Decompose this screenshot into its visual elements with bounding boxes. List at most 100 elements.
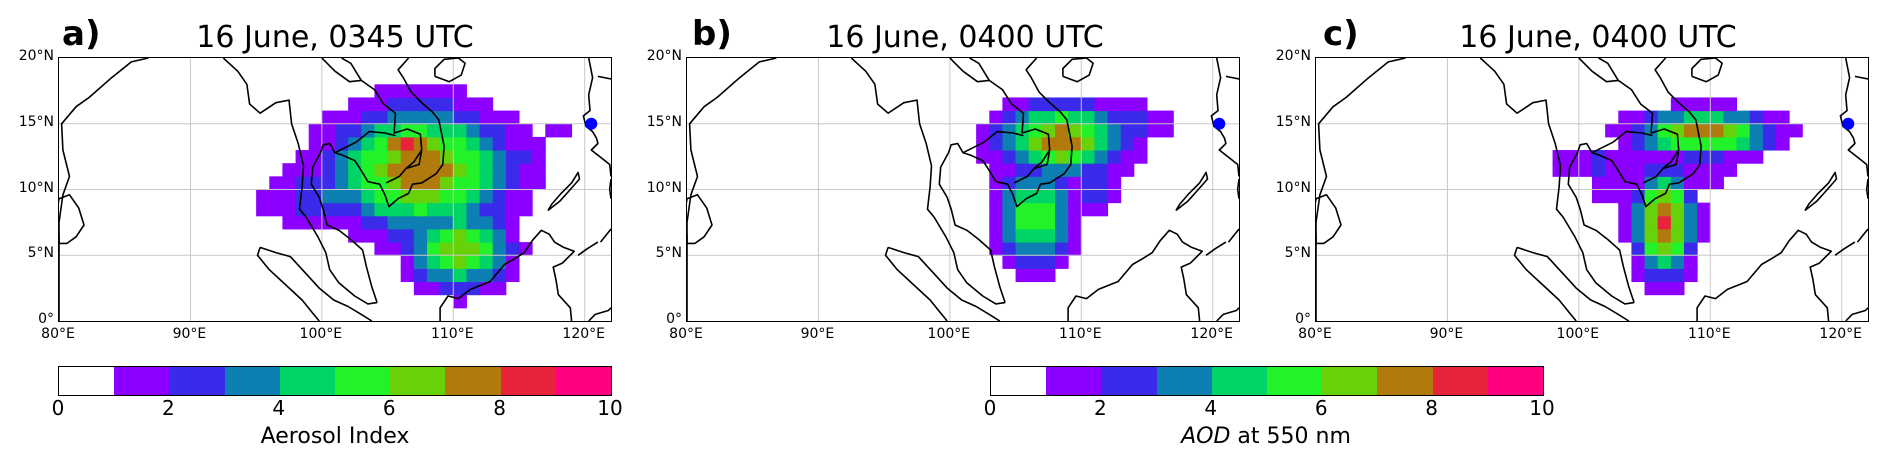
- aerosol-cell: [1657, 150, 1672, 164]
- coastline: [1316, 194, 1342, 245]
- aerosol-cell: [1068, 228, 1082, 243]
- aerosol-cell: [466, 110, 481, 125]
- aerosol-cell: [348, 189, 362, 204]
- lon-tick-label: 100°E: [299, 326, 343, 342]
- coastline: [1225, 75, 1239, 80]
- aerosol-cell: [1631, 242, 1646, 256]
- aerosol-cell: [1710, 163, 1724, 177]
- aerosol-cell: [1041, 163, 1056, 177]
- aerosol-cell: [1133, 110, 1148, 125]
- aerosol-cell: [505, 176, 520, 190]
- aerosol-cell: [1670, 110, 1685, 125]
- aerosol-cell: [1055, 176, 1069, 190]
- aerosol-cell: [1015, 110, 1030, 125]
- aerosol-cell: [1565, 163, 1580, 177]
- aerosol-cell: [1697, 123, 1711, 138]
- aerosol-cell: [413, 215, 428, 230]
- aerosol-cell: [519, 176, 533, 190]
- aerosol-cell: [1644, 268, 1659, 283]
- colorbar-tick-label: 0: [983, 396, 997, 420]
- aerosol-cell: [466, 123, 481, 138]
- aerosol-cell: [532, 163, 546, 177]
- aerosol-cell: [1002, 163, 1017, 177]
- aerosol-cell: [295, 189, 310, 204]
- coastline: [1175, 171, 1209, 212]
- aerosol-cell: [282, 176, 297, 190]
- aerosol-cell: [295, 163, 310, 177]
- aerosol-cell: [282, 163, 297, 177]
- aerosol-cell: [453, 202, 467, 217]
- aerosol-cell: [308, 150, 323, 164]
- aerosol-cell: [440, 202, 454, 217]
- aerosol-cell: [1120, 136, 1135, 151]
- aerosol-cell: [1644, 202, 1659, 217]
- colorbar-tick-label: 2: [162, 396, 175, 420]
- colorbar-label: AOD at 550 nm: [1116, 424, 1416, 449]
- aerosol-cell: [1605, 123, 1619, 138]
- aerosol-cell: [492, 255, 507, 269]
- aerosol-cell: [1631, 163, 1646, 177]
- aerosol-cell: [1094, 150, 1109, 164]
- aerosol-cell: [989, 215, 1003, 230]
- aerosol-cell: [989, 228, 1003, 243]
- colorbar-label-italic: AOD: [1181, 424, 1231, 449]
- coastline: [1227, 228, 1239, 243]
- aerosol-cell: [1081, 123, 1095, 138]
- coastline: [949, 58, 1051, 184]
- aerosol-cell: [1710, 123, 1724, 138]
- aerosol-cell: [1670, 97, 1685, 112]
- colorbar-swatch: [279, 367, 336, 395]
- aerosol-cell: [492, 268, 507, 283]
- aerosol-cell: [387, 150, 402, 164]
- coastline: [1236, 178, 1239, 199]
- aerosol-cell: [1684, 110, 1698, 125]
- aerosol-cell: [440, 110, 454, 125]
- lat-tick-label: 5°N: [655, 245, 682, 262]
- aerosol-cell: [1055, 202, 1069, 217]
- lon-tick-label: 120°E: [1819, 326, 1862, 342]
- aerosol-cell: [1697, 228, 1711, 243]
- aerosol-cell: [1094, 136, 1109, 151]
- aerosol-cell: [1618, 215, 1632, 230]
- colorbar-swatch: [59, 367, 115, 395]
- aerosol-cell: [1578, 150, 1593, 164]
- aerosol-cell: [374, 84, 389, 98]
- aerosol-cell: [466, 242, 481, 256]
- aerosol-cell: [400, 136, 415, 151]
- aerosol-cell: [1120, 150, 1135, 164]
- coastline: [405, 149, 423, 170]
- panel-letter: a): [62, 14, 101, 54]
- coastlines: [687, 58, 1239, 321]
- aerosol-cell: [1002, 176, 1017, 190]
- lat-tick-label: 0°: [1295, 311, 1311, 327]
- aerosol-cell: [505, 202, 520, 217]
- aerosol-cell: [1015, 150, 1030, 164]
- aerosol-cell: [453, 123, 467, 138]
- aerosol-cell: [1644, 255, 1659, 269]
- colorbar-tick-label: 4: [272, 396, 286, 420]
- coastline: [884, 247, 948, 321]
- colorbar-swatch: [1377, 367, 1433, 395]
- aerosol-cell: [1002, 97, 1017, 112]
- panel-letter: b): [692, 14, 732, 54]
- aerosol-cell: [1592, 189, 1606, 204]
- aerosol-cell: [1028, 255, 1043, 269]
- aerosol-cell: [1015, 215, 1030, 230]
- aerosol-cell: [1055, 136, 1069, 151]
- aerosol-cell: [545, 123, 559, 138]
- colorbar-swatch: [114, 367, 170, 395]
- aerosol-cell: [479, 176, 494, 190]
- aerosol-cell: [1028, 110, 1043, 125]
- aerosol-cell: [1723, 123, 1738, 138]
- aerosol-cell: [1723, 163, 1738, 177]
- aerosol-cell: [1055, 189, 1069, 204]
- aerosol-cell: [453, 163, 467, 177]
- colorbar-swatch: [1101, 367, 1157, 395]
- aerosol-cell: [1697, 150, 1711, 164]
- aerosol-cell: [1670, 228, 1685, 243]
- coastline: [969, 58, 990, 81]
- aerosol-cell: [1762, 136, 1777, 151]
- aerosol-cell: [374, 215, 389, 230]
- colorbar-tick-label: 2: [1094, 396, 1107, 420]
- aerosol-cell: [492, 215, 507, 230]
